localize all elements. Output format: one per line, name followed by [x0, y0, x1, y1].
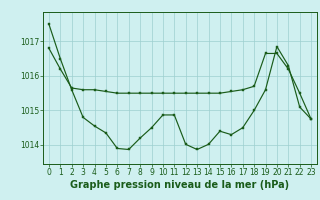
X-axis label: Graphe pression niveau de la mer (hPa): Graphe pression niveau de la mer (hPa) — [70, 180, 290, 190]
